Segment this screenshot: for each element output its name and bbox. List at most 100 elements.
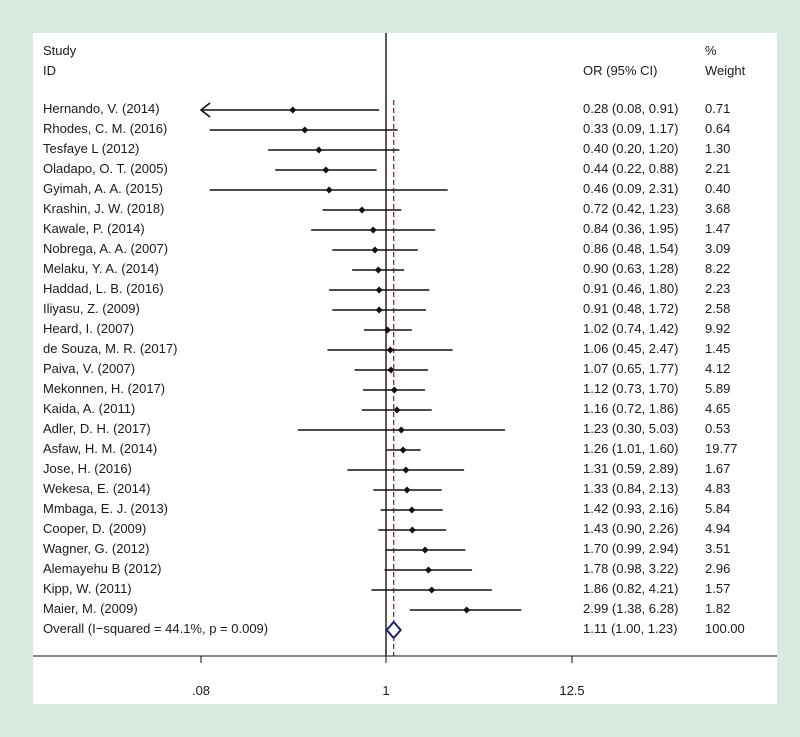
study-name: de Souza, M. R. (2017) [43, 341, 178, 356]
point-estimate [397, 426, 405, 434]
point-estimate [421, 546, 429, 554]
study-name: Krashin, J. W. (2018) [43, 201, 165, 216]
point-estimate [301, 126, 309, 134]
study-weight: 5.89 [705, 381, 731, 396]
study-weight: 4.12 [705, 361, 731, 376]
study-or-ci: 0.40 (0.20, 1.20) [583, 141, 679, 156]
study-or-ci: 0.86 (0.48, 1.54) [583, 241, 679, 256]
overall-diamond [385, 620, 403, 640]
point-estimate [402, 466, 410, 474]
study-name: Kawale, P. (2014) [43, 221, 145, 236]
study-or-ci: 1.12 (0.73, 1.70) [583, 381, 679, 396]
study-or-ci: 1.70 (0.99, 2.94) [583, 541, 679, 556]
x-tick-label: 1 [382, 683, 390, 698]
study-or-ci: 1.26 (1.01, 1.60) [583, 441, 679, 456]
study-weight: 0.64 [705, 121, 731, 136]
x-tick-label: .08 [191, 683, 211, 698]
study-name: Iliyasu, Z. (2009) [43, 301, 140, 316]
study-name: Rhodes, C. M. (2016) [43, 121, 168, 136]
header-id: ID [43, 63, 56, 78]
ci-arrow-left [199, 102, 211, 118]
study-or-ci: 0.84 (0.36, 1.95) [583, 221, 679, 236]
study-or-ci: 0.91 (0.46, 1.80) [583, 281, 679, 296]
study-name: Tesfaye L (2012) [43, 141, 140, 156]
study-weight: 2.58 [705, 301, 731, 316]
study-name: Wagner, G. (2012) [43, 541, 150, 556]
study-or-ci: 0.90 (0.63, 1.28) [583, 261, 679, 276]
study-weight: 0.53 [705, 421, 731, 436]
point-estimate [463, 606, 471, 614]
study-name: Gyimah, A. A. (2015) [43, 181, 163, 196]
study-name: Heard, I. (2007) [43, 321, 135, 336]
study-weight: 5.84 [705, 501, 731, 516]
study-or-ci: 1.31 (0.59, 2.89) [583, 461, 679, 476]
point-estimate [375, 306, 383, 314]
study-name: Mmbaga, E. J. (2013) [43, 501, 168, 516]
study-weight: 19.77 [705, 441, 738, 456]
overall-or-ci: 1.11 (1.00, 1.23) [583, 621, 678, 636]
plot-panel [33, 33, 777, 656]
study-weight: 9.92 [705, 321, 731, 336]
study-name: Haddad, L. B. (2016) [43, 281, 164, 296]
point-estimate [374, 266, 382, 274]
study-or-ci: 1.06 (0.45, 2.47) [583, 341, 679, 356]
header-study: Study [43, 43, 77, 58]
header-weight: Weight [705, 63, 746, 78]
overall-label: Overall (I−squared = 44.1%, p = 0.009) [43, 621, 269, 636]
overall-weight: 100.00 [705, 621, 745, 636]
study-or-ci: 0.33 (0.09, 1.17) [583, 121, 679, 136]
study-or-ci: 2.99 (1.38, 6.28) [583, 601, 679, 616]
study-weight: 8.22 [705, 261, 731, 276]
point-estimate [393, 406, 401, 414]
point-estimate [424, 566, 432, 574]
study-or-ci: 0.72 (0.42, 1.23) [583, 201, 679, 216]
study-or-ci: 0.46 (0.09, 2.31) [583, 181, 679, 196]
point-estimate [325, 186, 333, 194]
study-name: Kaida, A. (2011) [43, 401, 136, 416]
study-or-ci: 1.43 (0.90, 2.26) [583, 521, 679, 536]
study-name: Asfaw, H. M. (2014) [43, 441, 158, 456]
study-or-ci: 1.23 (0.30, 5.03) [583, 421, 679, 436]
point-estimate [399, 446, 407, 454]
point-estimate [386, 346, 394, 354]
study-name: Alemayehu B (2012) [43, 561, 162, 576]
study-or-ci: 1.33 (0.84, 2.13) [583, 481, 679, 496]
study-name: Melaku, Y. A. (2014) [43, 261, 159, 276]
point-estimate [375, 286, 383, 294]
study-weight: 3.51 [705, 541, 731, 556]
study-weight: 3.09 [705, 241, 731, 256]
study-weight: 4.65 [705, 401, 731, 416]
study-weight: 1.47 [705, 221, 731, 236]
study-weight: 2.96 [705, 561, 731, 576]
study-or-ci: 1.78 (0.98, 3.22) [583, 561, 679, 576]
study-or-ci: 0.91 (0.48, 1.72) [583, 301, 679, 316]
point-estimate [390, 386, 398, 394]
study-weight: 2.23 [705, 281, 731, 296]
study-weight: 4.83 [705, 481, 731, 496]
study-weight: 1.57 [705, 581, 731, 596]
point-estimate [408, 506, 416, 514]
study-name: Cooper, D. (2009) [43, 521, 147, 536]
header-or-ci: OR (95% CI) [583, 63, 658, 78]
study-weight: 0.71 [705, 101, 731, 116]
header-percent: % [705, 43, 717, 58]
study-weight: 2.21 [705, 161, 731, 176]
study-weight: 1.82 [705, 601, 731, 616]
study-name: Maier, M. (2009) [43, 601, 138, 616]
study-weight: 3.68 [705, 201, 731, 216]
study-name: Paiva, V. (2007) [43, 361, 136, 376]
study-or-ci: 1.86 (0.82, 4.21) [583, 581, 679, 596]
study-or-ci: 1.02 (0.74, 1.42) [583, 321, 679, 336]
point-estimate [289, 106, 297, 114]
study-weight: 1.67 [705, 461, 731, 476]
study-name: Jose, H. (2016) [43, 461, 132, 476]
point-estimate [369, 226, 377, 234]
study-weight: 4.94 [705, 521, 731, 536]
point-estimate [315, 146, 323, 154]
point-estimate [408, 526, 416, 534]
study-weight: 1.30 [705, 141, 731, 156]
study-name: Oladapo, O. T. (2005) [43, 161, 168, 176]
study-name: Nobrega, A. A. (2007) [43, 241, 169, 256]
point-estimate [322, 166, 330, 174]
